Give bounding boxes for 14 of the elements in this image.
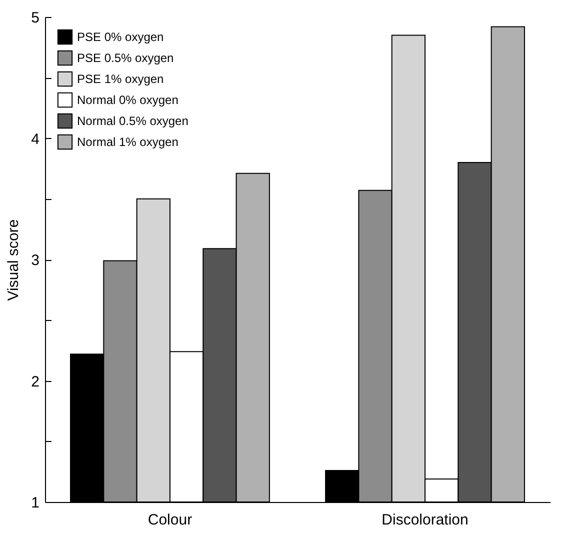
x-tick-label: Colour — [148, 512, 192, 528]
legend-label: PSE 1% oxygen — [77, 72, 164, 86]
legend-label: PSE 0.5% oxygen — [77, 51, 174, 65]
y-tick-label: 5 — [31, 10, 40, 26]
legend-label: Normal 1% oxygen — [77, 135, 178, 149]
y-tick-label: 2 — [31, 373, 40, 390]
y-tick-label: 4 — [31, 130, 40, 148]
legend-label: PSE 0% oxygen — [77, 30, 164, 44]
legend-label: Normal 0% oxygen — [77, 93, 178, 107]
legend-label: Normal 0.5% oxygen — [77, 114, 188, 128]
y-axis-title: Visual score — [5, 219, 22, 301]
y-tick-label: 3 — [31, 252, 40, 269]
y-tick-label: 1 — [31, 494, 40, 512]
x-tick-label: Discoloration — [382, 512, 468, 528]
